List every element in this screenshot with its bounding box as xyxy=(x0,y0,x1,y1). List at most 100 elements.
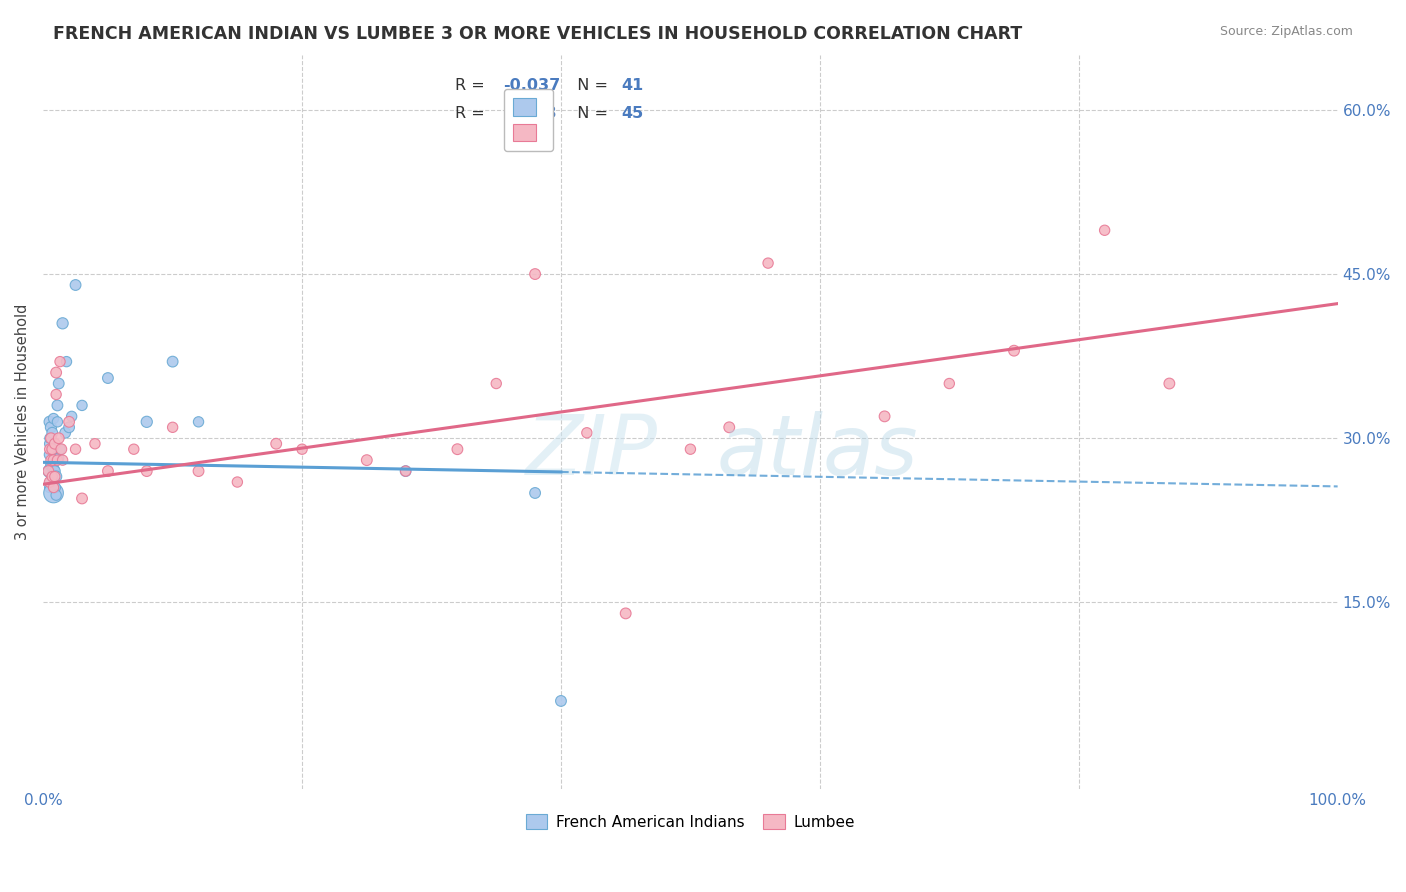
Point xyxy=(49,354,72,368)
Text: -0.037: -0.037 xyxy=(503,78,560,94)
Point xyxy=(41,458,63,473)
Point xyxy=(84,436,107,450)
Point xyxy=(162,354,184,368)
Point xyxy=(46,415,69,429)
Point xyxy=(41,442,63,457)
Point xyxy=(46,398,69,412)
Text: N =: N = xyxy=(568,106,613,121)
Point xyxy=(45,387,67,401)
Point xyxy=(52,316,75,330)
Point xyxy=(45,469,67,483)
Text: 41: 41 xyxy=(621,78,644,94)
Point xyxy=(52,453,75,467)
Text: Source: ZipAtlas.com: Source: ZipAtlas.com xyxy=(1219,25,1353,38)
Text: 0.353: 0.353 xyxy=(506,106,557,121)
Point xyxy=(45,366,67,380)
Point xyxy=(44,481,66,495)
Point xyxy=(187,464,209,478)
Point xyxy=(58,420,80,434)
Point xyxy=(49,442,72,457)
Point xyxy=(53,425,76,440)
Text: 45: 45 xyxy=(621,106,644,121)
Point xyxy=(65,442,87,457)
Point xyxy=(756,256,779,270)
Point xyxy=(45,488,67,502)
Point xyxy=(38,448,60,462)
Point xyxy=(45,453,67,467)
Point xyxy=(97,464,120,478)
Point xyxy=(291,442,314,457)
Point xyxy=(38,481,60,495)
Point xyxy=(39,475,62,489)
Point xyxy=(187,415,209,429)
Point xyxy=(65,278,87,293)
Point xyxy=(39,420,62,434)
Point xyxy=(162,420,184,434)
Point xyxy=(48,450,70,465)
Point xyxy=(42,467,65,481)
Point xyxy=(42,462,65,476)
Point xyxy=(46,453,69,467)
Point xyxy=(38,475,60,489)
Point xyxy=(58,415,80,429)
Y-axis label: 3 or more Vehicles in Household: 3 or more Vehicles in Household xyxy=(15,303,30,540)
Point xyxy=(485,376,508,391)
Point xyxy=(51,442,73,457)
Point xyxy=(39,431,62,445)
Point xyxy=(1002,343,1025,358)
Point xyxy=(122,442,145,457)
Point xyxy=(264,436,287,450)
Text: N =: N = xyxy=(568,78,613,94)
Point xyxy=(226,475,249,489)
Point xyxy=(1159,376,1181,391)
Point xyxy=(718,420,741,434)
Point xyxy=(38,431,60,445)
Point xyxy=(38,442,60,457)
Legend: French American Indians, Lumbee: French American Indians, Lumbee xyxy=(520,807,862,836)
Text: R =: R = xyxy=(454,78,489,94)
Point xyxy=(395,464,418,478)
Text: atlas: atlas xyxy=(716,410,918,491)
Point xyxy=(614,607,637,621)
Point xyxy=(44,469,66,483)
Point xyxy=(60,409,83,424)
Point xyxy=(41,442,63,457)
Point xyxy=(44,464,66,478)
Point xyxy=(356,453,378,467)
Point xyxy=(44,436,66,450)
Point xyxy=(42,481,65,495)
Point xyxy=(42,486,65,500)
Point xyxy=(42,453,65,467)
Point xyxy=(48,376,70,391)
Point xyxy=(550,694,572,708)
Point xyxy=(41,425,63,440)
Point xyxy=(70,398,93,412)
Point xyxy=(70,491,93,506)
Point xyxy=(938,376,960,391)
Point xyxy=(524,486,547,500)
Point xyxy=(524,267,547,281)
Point xyxy=(41,469,63,483)
Point xyxy=(679,442,702,457)
Point xyxy=(38,436,60,450)
Text: ZIP: ZIP xyxy=(526,410,658,491)
Point xyxy=(1094,223,1116,237)
Point xyxy=(37,464,59,478)
Point xyxy=(873,409,896,424)
Point xyxy=(48,431,70,445)
Point xyxy=(446,442,468,457)
Point xyxy=(42,411,65,425)
Point xyxy=(135,464,157,478)
Point xyxy=(55,354,77,368)
Text: R =: R = xyxy=(454,106,489,121)
Point xyxy=(39,453,62,467)
Point xyxy=(395,464,418,478)
Point xyxy=(97,371,120,385)
Point xyxy=(38,464,60,478)
Point xyxy=(41,469,63,483)
Point xyxy=(135,415,157,429)
Text: FRENCH AMERICAN INDIAN VS LUMBEE 3 OR MORE VEHICLES IN HOUSEHOLD CORRELATION CHA: FRENCH AMERICAN INDIAN VS LUMBEE 3 OR MO… xyxy=(53,25,1022,43)
Point xyxy=(575,425,598,440)
Point xyxy=(39,458,62,473)
Point xyxy=(38,415,60,429)
